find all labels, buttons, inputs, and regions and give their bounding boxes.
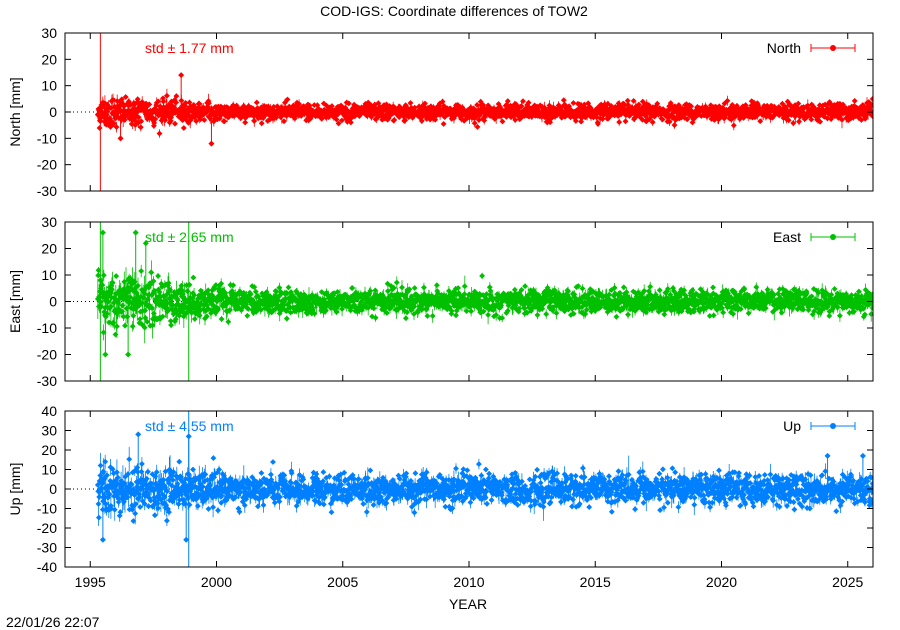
outlier-point [178, 72, 185, 79]
y-tick-label: -20 [37, 157, 57, 173]
y-tick-label: 0 [49, 104, 57, 120]
y-tick-label: 20 [41, 51, 57, 67]
x-tick-label: 2010 [453, 574, 484, 590]
y-tick-label: 0 [49, 481, 57, 497]
y-tick-label: 10 [41, 78, 57, 94]
x-tick-label: 2005 [327, 574, 358, 590]
y-tick-label: -30 [37, 373, 57, 389]
y-tick-label: -10 [37, 501, 57, 517]
outlier-point [859, 452, 866, 459]
panels: -30 -20 -10 0 10 20 30 North [mm] std ± 1.77 mm N… [7, 25, 874, 575]
panel-up: -40 -30 -20 -10 0 10 20 30 40 Up [mm] std ± 4.55 m… [7, 403, 874, 575]
y-tick-label: -40 [37, 559, 57, 575]
y-tick-label: 30 [41, 214, 57, 230]
std-label: std ± 4.55 mm [145, 418, 234, 434]
x-tick-label: 2025 [832, 574, 863, 590]
outlier-point [183, 536, 190, 543]
outlier-point [99, 536, 106, 543]
y-tick-label: 20 [41, 442, 57, 458]
y-tick-label: 10 [41, 462, 57, 478]
y-tick-label: 10 [41, 267, 57, 283]
y-tick-label: 20 [41, 241, 57, 257]
x-tick-label: 2015 [580, 574, 611, 590]
y-tick-label: -10 [37, 320, 57, 336]
data-points [94, 411, 873, 567]
legend-marker [830, 234, 836, 240]
y-tick-label: -30 [37, 540, 57, 556]
y-tick-label: 0 [49, 294, 57, 310]
panel-east: -30 -20 -10 0 10 20 30 East [mm] std ± 2.65 mm Ea… [7, 214, 874, 389]
legend-label: East [773, 229, 801, 245]
y-tick-label: -20 [37, 520, 57, 536]
timestamp: 22/01/26 22:07 [6, 614, 100, 630]
outlier-point [99, 229, 106, 236]
legend-label: Up [783, 418, 801, 434]
y-tick-label: 30 [41, 423, 57, 439]
y-axis-label: East [mm] [7, 270, 23, 333]
outlier-point [102, 351, 109, 358]
data-points [94, 222, 873, 381]
legend-label: North [767, 40, 801, 56]
y-tick-label: 40 [41, 403, 57, 419]
panel-north: -30 -20 -10 0 10 20 30 North [mm] std ± 1.77 mm N… [7, 25, 874, 199]
outlier-point [125, 351, 132, 358]
y-tick-label: -20 [37, 347, 57, 363]
series-markers [94, 455, 873, 524]
std-label: std ± 1.77 mm [145, 40, 234, 56]
x-tick-label: 1995 [75, 574, 106, 590]
y-tick-label: -30 [37, 183, 57, 199]
outlier-point [117, 135, 124, 142]
y-axis-label: North [mm] [7, 77, 23, 146]
y-tick-label: 30 [41, 25, 57, 41]
y-axis-label: Up [mm] [7, 463, 23, 516]
data-points [94, 33, 873, 191]
outlier-point [142, 240, 149, 247]
outlier-point [135, 431, 142, 438]
outlier-point [824, 452, 831, 459]
outlier-point [132, 229, 139, 236]
y-tick-label: -10 [37, 130, 57, 146]
x-axis-label: YEAR [449, 596, 487, 612]
std-label: std ± 2.65 mm [145, 229, 234, 245]
outlier-point [208, 140, 215, 147]
x-tick-label: 2000 [201, 574, 232, 590]
x-tick-label: 2020 [706, 574, 737, 590]
series-markers [94, 267, 873, 338]
legend-marker [830, 423, 836, 429]
series-markers [94, 92, 873, 137]
chart-title: COD-IGS: Coordinate differences of TOW2 [320, 3, 588, 19]
legend-marker [830, 45, 836, 51]
outlier-point [806, 505, 813, 512]
x-axis-tick-labels: 1995 2000 2005 2010 2015 2020 2025 [75, 574, 864, 590]
